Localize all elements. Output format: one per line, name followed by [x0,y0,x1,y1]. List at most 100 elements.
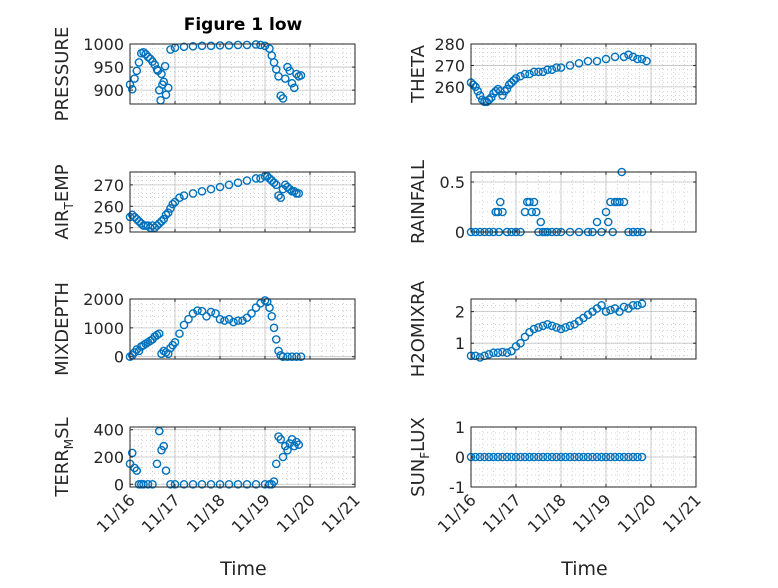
data-point [628,52,638,62]
data-point [525,69,534,79]
data-point [502,452,512,462]
data-point [132,66,142,76]
data-point [215,314,225,324]
data-point [271,459,281,469]
data-point [134,346,144,356]
data-point [278,94,288,103]
data-point [633,301,642,310]
data-point [637,299,647,309]
axes-box [129,43,356,105]
data-point [148,479,157,489]
data-point [502,348,512,357]
x-tick-label: 11/20 [614,490,660,536]
data-point [552,323,561,332]
y-tick-label: 2 [455,303,465,322]
data-point [579,452,588,462]
x-tick-label: 11/16 [434,490,480,536]
data-point [242,479,252,489]
data-point [150,223,160,233]
figure-title: Figure 1 low [184,15,303,35]
axes-box [470,298,697,360]
data-point [583,452,593,462]
data-point [534,452,543,462]
data-point [134,58,144,67]
data-point [139,48,148,57]
data-point [179,320,189,330]
y-tick-label: 0 [455,448,465,467]
data-point [285,184,295,194]
data-point [495,197,505,207]
data-point [538,321,548,331]
data-point [529,324,539,334]
data-point [197,479,207,489]
data-point [507,78,516,87]
data-point [278,352,288,361]
x-tick-label: 11/18 [524,490,570,536]
y-tick-label: 250 [93,219,124,238]
data-point [242,40,252,50]
data-point [543,65,552,75]
subplot-terr-msl: 0 200 400 TERRMSL 11/1611/1711/1811/1911/201… [52,417,364,580]
y-tick-label: 0.5 [440,173,465,192]
data-point [574,58,584,68]
data-point [628,301,638,310]
data-point [527,207,537,217]
y-tick-label: 2000 [83,290,124,309]
data-point [525,452,534,462]
data-point [498,207,507,217]
data-point [224,41,234,50]
data-point [139,479,148,489]
data-point [220,316,229,325]
data-point [489,452,498,462]
data-point [489,348,498,357]
data-point [556,63,566,72]
data-point [493,348,503,357]
data-point [538,67,548,77]
data-point [161,210,171,220]
data-point [134,216,144,226]
data-point [520,69,530,79]
subplot-pressure: 900 950 1000 PRESSURE [52,27,356,121]
data-point [606,452,615,462]
data-point [498,347,507,357]
data-point [547,321,557,331]
axes-box [129,298,356,360]
data-point [289,186,299,196]
data-point [637,54,647,64]
data-point [601,307,611,316]
data-point [269,178,279,188]
data-point [480,452,489,462]
data-point [280,441,290,451]
data-point [484,95,494,105]
data-point [507,452,516,462]
data-point [473,86,483,96]
data-series [125,296,306,361]
data-point [296,71,306,80]
y-tick-label: 280 [434,35,465,54]
data-point [637,452,647,462]
data-point [509,76,519,85]
data-point [610,452,620,462]
y-tick-label: 1000 [83,319,124,338]
x-tick-label: 11/17 [479,490,525,536]
data-point [197,186,207,196]
data-point [610,52,620,62]
subplot-mixdepth: 0 1000 2000 MIXDEPTH [52,282,356,376]
data-series [125,171,304,233]
data-point [224,180,234,190]
data-point [592,452,602,462]
data-point [597,301,606,310]
data-point [197,306,207,316]
data-point [224,479,234,489]
data-point [276,193,286,203]
data-point [502,84,512,94]
data-point [202,312,211,321]
data-point [127,210,137,220]
y-tick-label: -1 [449,478,465,497]
x-tick-label: 11/21 [318,490,364,536]
data-point [262,171,272,181]
data-point [615,307,624,316]
data-point [163,83,173,93]
